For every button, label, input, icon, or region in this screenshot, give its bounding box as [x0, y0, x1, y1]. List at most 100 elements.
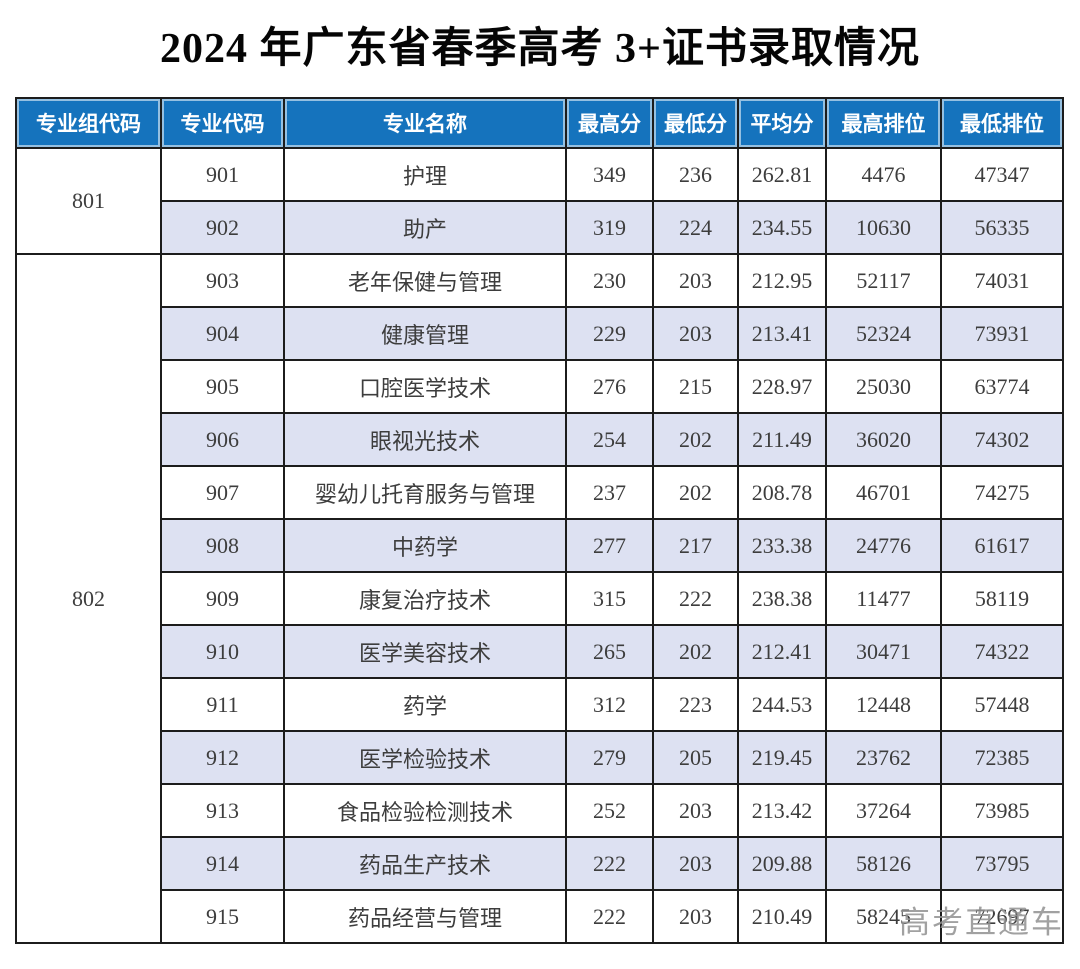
table-header-row: 专业组代码 专业代码 专业名称 最高分 最低分 平均分 最高排位 最低排位 [15, 97, 1064, 149]
max-rank-cell: 11477 [825, 571, 942, 626]
avg-score-cell: 262.81 [737, 147, 827, 202]
table-row: 911 药学 312 223 244.53 12448 57448 [16, 677, 1064, 732]
major-name-cell: 康复治疗技术 [283, 571, 567, 626]
group-code-cell: 801 [15, 147, 162, 255]
max-score-cell: 229 [565, 306, 654, 361]
major-name-cell: 药学 [283, 677, 567, 732]
min-score-cell: 224 [652, 200, 739, 255]
major-name-cell: 健康管理 [283, 306, 567, 361]
max-rank-cell: 46701 [825, 465, 942, 520]
max-score-cell: 265 [565, 624, 654, 679]
major-name-cell: 口腔医学技术 [283, 359, 567, 414]
max-rank-cell: 52324 [825, 306, 942, 361]
min-score-cell: 217 [652, 518, 739, 573]
avg-score-cell: 211.49 [737, 412, 827, 467]
major-name-cell: 药品生产技术 [283, 836, 567, 891]
max-score-cell: 279 [565, 730, 654, 785]
max-rank-cell: 12448 [825, 677, 942, 732]
major-name-cell: 中药学 [283, 518, 567, 573]
major-code-cell: 903 [160, 253, 285, 308]
min-rank-cell: 74322 [940, 624, 1064, 679]
table-row: 907 婴幼儿托育服务与管理 237 202 208.78 46701 74275 [16, 465, 1064, 520]
table-row: 912 医学检验技术 279 205 219.45 23762 72385 [16, 730, 1064, 785]
min-score-cell: 222 [652, 571, 739, 626]
major-code-cell: 911 [160, 677, 285, 732]
max-score-cell: 252 [565, 783, 654, 838]
avg-score-cell: 212.41 [737, 624, 827, 679]
min-rank-cell: 58119 [940, 571, 1064, 626]
major-name-cell: 食品检验检测技术 [283, 783, 567, 838]
max-score-cell: 315 [565, 571, 654, 626]
major-code-cell: 915 [160, 889, 285, 944]
min-score-cell: 223 [652, 677, 739, 732]
table-row: 906 眼视光技术 254 202 211.49 36020 74302 [16, 412, 1064, 467]
column-header-7: 最低排位 [940, 97, 1064, 149]
major-code-cell: 905 [160, 359, 285, 414]
max-score-cell: 349 [565, 147, 654, 202]
major-code-cell: 913 [160, 783, 285, 838]
major-name-cell: 医学检验技术 [283, 730, 567, 785]
min-rank-cell: 74302 [940, 412, 1064, 467]
column-header-0: 专业组代码 [15, 97, 162, 149]
table-row: 904 健康管理 229 203 213.41 52324 73931 [16, 306, 1064, 361]
major-name-cell: 眼视光技术 [283, 412, 567, 467]
min-score-cell: 202 [652, 465, 739, 520]
major-name-cell: 医学美容技术 [283, 624, 567, 679]
avg-score-cell: 228.97 [737, 359, 827, 414]
avg-score-cell: 238.38 [737, 571, 827, 626]
avg-score-cell: 212.95 [737, 253, 827, 308]
avg-score-cell: 233.38 [737, 518, 827, 573]
avg-score-cell: 244.53 [737, 677, 827, 732]
avg-score-cell: 210.49 [737, 889, 827, 944]
max-score-cell: 254 [565, 412, 654, 467]
major-code-cell: 902 [160, 200, 285, 255]
avg-score-cell: 219.45 [737, 730, 827, 785]
max-rank-cell: 58245 [825, 889, 942, 944]
admission-score-table: 专业组代码 专业代码 专业名称 最高分 最低分 平均分 最高排位 最低排位 801 901 护理 3… [15, 97, 1064, 944]
major-code-cell: 908 [160, 518, 285, 573]
table-row: 902 助产 319 224 234.55 10630 56335 [16, 200, 1064, 255]
min-score-cell: 205 [652, 730, 739, 785]
table-row: 909 康复治疗技术 315 222 238.38 11477 58119 [16, 571, 1064, 626]
max-rank-cell: 36020 [825, 412, 942, 467]
min-rank-cell: 72385 [940, 730, 1064, 785]
table-row: 908 中药学 277 217 233.38 24776 61617 [16, 518, 1064, 573]
column-header-1: 专业代码 [160, 97, 285, 149]
major-name-cell: 药品经营与管理 [283, 889, 567, 944]
major-name-cell: 婴幼儿托育服务与管理 [283, 465, 567, 520]
min-score-cell: 215 [652, 359, 739, 414]
min-score-cell: 203 [652, 836, 739, 891]
column-header-6: 最高排位 [825, 97, 942, 149]
avg-score-cell: 234.55 [737, 200, 827, 255]
max-rank-cell: 4476 [825, 147, 942, 202]
max-rank-cell: 30471 [825, 624, 942, 679]
max-rank-cell: 24776 [825, 518, 942, 573]
major-code-cell: 909 [160, 571, 285, 626]
major-name-cell: 护理 [283, 147, 567, 202]
max-score-cell: 319 [565, 200, 654, 255]
table-row: 915 药品经营与管理 222 203 210.49 58245 72697 [16, 889, 1064, 944]
major-name-cell: 助产 [283, 200, 567, 255]
min-score-cell: 202 [652, 624, 739, 679]
min-rank-cell: 74275 [940, 465, 1064, 520]
min-rank-cell: 72697 [940, 889, 1064, 944]
avg-score-cell: 213.41 [737, 306, 827, 361]
table-row: 801 901 护理 349 236 262.81 4476 47347 [15, 147, 1064, 255]
major-code-cell: 910 [160, 624, 285, 679]
min-rank-cell: 56335 [940, 200, 1064, 255]
page-title: 2024 年广东省春季高考 3+证书录取情况 [160, 26, 920, 72]
min-rank-cell: 73931 [940, 306, 1064, 361]
min-rank-cell: 63774 [940, 359, 1064, 414]
max-rank-cell: 23762 [825, 730, 942, 785]
min-rank-cell: 73985 [940, 783, 1064, 838]
max-rank-cell: 37264 [825, 783, 942, 838]
min-rank-cell: 61617 [940, 518, 1064, 573]
major-code-cell: 912 [160, 730, 285, 785]
max-rank-cell: 58126 [825, 836, 942, 891]
min-rank-cell: 47347 [940, 147, 1064, 202]
column-header-4: 最低分 [652, 97, 739, 149]
max-rank-cell: 25030 [825, 359, 942, 414]
major-code-cell: 906 [160, 412, 285, 467]
table-row: 913 食品检验检测技术 252 203 213.42 37264 73985 [16, 783, 1064, 838]
table-body: 801 901 护理 349 236 262.81 4476 47347 902 助产 319 224… [15, 147, 1064, 944]
